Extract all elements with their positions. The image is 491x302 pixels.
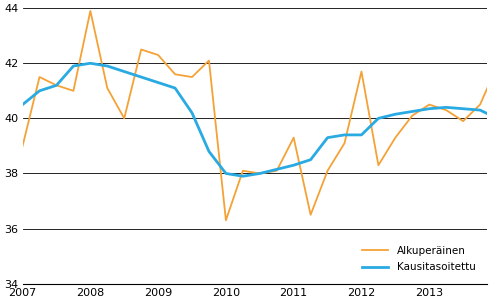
- Kausitasoitettu: [477, 108, 483, 112]
- Kausitasoitettu: [274, 168, 280, 171]
- Alkuperäinen: [37, 75, 43, 79]
- Alkuperäinen: [426, 103, 432, 106]
- Alkuperäinen: [257, 172, 263, 175]
- Kausitasoitettu: [460, 107, 466, 111]
- Alkuperäinen: [460, 119, 466, 123]
- Kausitasoitettu: [342, 133, 348, 137]
- Kausitasoitettu: [376, 117, 382, 120]
- Legend: Alkuperäinen, Kausitasoitettu: Alkuperäinen, Kausitasoitettu: [356, 240, 482, 278]
- Kausitasoitettu: [206, 149, 212, 153]
- Kausitasoitettu: [443, 105, 449, 109]
- Alkuperäinen: [71, 89, 77, 93]
- Alkuperäinen: [172, 72, 178, 76]
- Alkuperäinen: [155, 53, 161, 57]
- Line: Alkuperäinen: Alkuperäinen: [23, 11, 491, 220]
- Kausitasoitettu: [308, 158, 314, 162]
- Kausitasoitettu: [392, 112, 398, 116]
- Alkuperäinen: [376, 163, 382, 167]
- Kausitasoitettu: [325, 136, 330, 140]
- Alkuperäinen: [121, 117, 127, 120]
- Alkuperäinen: [240, 169, 246, 172]
- Alkuperäinen: [308, 213, 314, 217]
- Alkuperäinen: [325, 169, 330, 172]
- Alkuperäinen: [409, 114, 415, 117]
- Kausitasoitettu: [138, 75, 144, 79]
- Alkuperäinen: [138, 48, 144, 51]
- Alkuperäinen: [189, 75, 195, 79]
- Alkuperäinen: [105, 86, 110, 90]
- Alkuperäinen: [54, 83, 59, 87]
- Kausitasoitettu: [426, 107, 432, 111]
- Alkuperäinen: [443, 108, 449, 112]
- Alkuperäinen: [206, 59, 212, 62]
- Kausitasoitettu: [155, 81, 161, 84]
- Line: Kausitasoitettu: Kausitasoitettu: [23, 63, 491, 176]
- Alkuperäinen: [20, 144, 26, 148]
- Alkuperäinen: [274, 169, 280, 172]
- Kausitasoitettu: [172, 86, 178, 90]
- Kausitasoitettu: [358, 133, 364, 137]
- Kausitasoitettu: [87, 61, 93, 65]
- Kausitasoitettu: [37, 89, 43, 93]
- Alkuperäinen: [223, 218, 229, 222]
- Kausitasoitettu: [54, 83, 59, 87]
- Kausitasoitettu: [223, 172, 229, 175]
- Kausitasoitettu: [121, 70, 127, 73]
- Kausitasoitettu: [240, 175, 246, 178]
- Alkuperäinen: [358, 70, 364, 73]
- Alkuperäinen: [87, 9, 93, 13]
- Kausitasoitettu: [189, 111, 195, 115]
- Alkuperäinen: [392, 136, 398, 140]
- Kausitasoitettu: [20, 103, 26, 106]
- Alkuperäinen: [342, 141, 348, 145]
- Kausitasoitettu: [105, 64, 110, 68]
- Alkuperäinen: [477, 103, 483, 106]
- Kausitasoitettu: [291, 163, 297, 167]
- Kausitasoitettu: [409, 110, 415, 113]
- Alkuperäinen: [291, 136, 297, 140]
- Kausitasoitettu: [257, 172, 263, 175]
- Kausitasoitettu: [71, 64, 77, 68]
